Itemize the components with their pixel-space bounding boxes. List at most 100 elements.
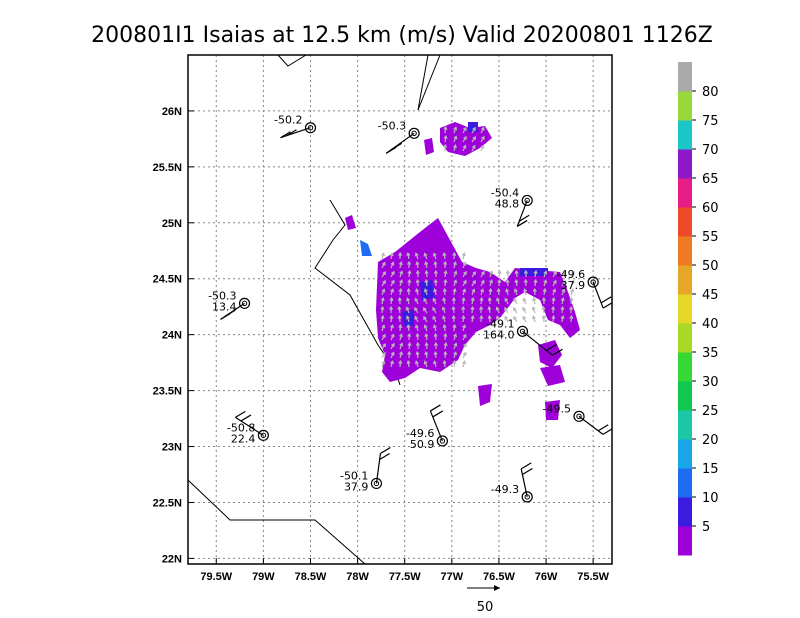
wind-vector-head	[463, 135, 467, 140]
wind-vector-head	[495, 306, 500, 311]
observations: -50.2 -50.3-50.448.8-49.637.9-50.313.4-49…	[208, 114, 599, 503]
colorbar-segment	[678, 178, 692, 208]
colorbar-tick-label: 80	[702, 85, 719, 100]
colorbar-segment	[678, 207, 692, 237]
wind-barb-flag	[240, 414, 252, 422]
wind-vector-head	[505, 288, 510, 293]
wind-vector-head	[569, 305, 574, 310]
wind-vector-head	[512, 307, 517, 312]
wind-vector-head	[497, 269, 502, 275]
colorbar-tick-label: 55	[702, 230, 719, 245]
wind-vector-head	[433, 278, 438, 283]
wind-vector-head	[390, 288, 395, 293]
wind-vector-head	[443, 143, 448, 148]
wind-vector-head	[415, 341, 420, 346]
wind-barb-staff	[592, 281, 604, 309]
station-marker	[516, 325, 529, 337]
wind-vector-head	[522, 315, 527, 320]
wind-vector-head	[463, 270, 467, 275]
station-marker	[408, 127, 420, 139]
wind-vector-head	[424, 350, 429, 356]
wind-vector-head	[462, 360, 467, 365]
colorbar-tick-label: 60	[702, 201, 719, 216]
wind-vector-head	[488, 287, 493, 293]
wind-vector-head	[481, 135, 485, 140]
x-tick-label: 76W	[535, 571, 558, 583]
wind-vector-head	[487, 314, 492, 320]
wind-vector-head	[523, 269, 528, 274]
wind-vector-head	[452, 287, 457, 293]
wind-vector-head	[382, 279, 386, 284]
station-marker-inner	[439, 438, 446, 444]
wind-vector-head	[382, 343, 387, 348]
colorbar-segment	[678, 526, 692, 556]
colorbar-tick-label: 10	[702, 491, 719, 506]
colorbar-segment	[678, 323, 692, 353]
wind-vector-head	[407, 332, 412, 337]
observation-label: -49.5	[543, 402, 571, 415]
shade-blue-1	[420, 280, 435, 300]
station-marker-inner	[576, 413, 582, 420]
wind-vector-head	[432, 315, 437, 320]
wind-vector-head	[560, 296, 565, 302]
wind-vector-head	[470, 305, 475, 310]
station-marker	[304, 122, 317, 134]
observation-label: -50.3	[208, 289, 236, 302]
wind-vector-head	[406, 323, 411, 329]
wind-vector-head	[433, 332, 438, 338]
wind-vector-head	[453, 333, 458, 338]
wind-vector-head	[495, 297, 500, 302]
wind-vector-head	[453, 351, 458, 356]
wind-vector-head	[487, 305, 492, 311]
wind-vector-head	[452, 359, 457, 365]
wind-vector-head	[543, 270, 548, 275]
wind-vector-head	[406, 251, 411, 257]
y-tick-label: 23N	[162, 442, 182, 454]
wind-vector-head	[453, 135, 458, 140]
wind-vector-head	[415, 332, 420, 338]
colorbar-tick-label: 50	[702, 259, 719, 274]
wind-vector-head	[391, 342, 395, 347]
wind-vector-head	[406, 287, 411, 292]
wind-vector-head	[462, 288, 467, 293]
wind-vector-head	[424, 341, 429, 346]
wind-barb-flag	[522, 467, 533, 475]
colorbar-segment	[678, 236, 692, 266]
wind-vector-head	[513, 288, 518, 293]
observation-label: -49.6	[557, 268, 585, 281]
wind-vector-head	[532, 287, 537, 292]
colorbar-tick-label: 45	[702, 288, 719, 303]
wind-vector-head	[442, 251, 447, 257]
wind-vector-head	[406, 359, 411, 365]
wind-vector-head	[453, 126, 458, 131]
wind-barb-flag	[225, 309, 236, 317]
wind-vector-head	[414, 360, 419, 365]
shade-south	[478, 384, 492, 406]
wind-barb-flag	[280, 131, 291, 139]
map-area	[188, 55, 612, 564]
wind-barb-flag	[379, 452, 390, 460]
wind-vector-head	[390, 261, 395, 266]
wind-vector-head	[514, 278, 519, 284]
wind-vector-head	[423, 297, 428, 302]
wind-vector-head	[382, 333, 386, 338]
station-marker	[238, 297, 251, 309]
wind-vector-head	[415, 278, 420, 283]
station-marker	[370, 477, 383, 490]
y-tick-label: 25N	[162, 218, 182, 230]
wind-vector-head	[390, 351, 395, 356]
observation-label: -49.1	[486, 317, 514, 330]
wind-vector-head	[414, 297, 419, 302]
wind-vector-head	[553, 270, 557, 275]
wind-vector-head	[424, 278, 429, 284]
wind-vector-head	[381, 252, 386, 257]
wind-vector-head	[398, 251, 403, 256]
station-marker-inner	[411, 130, 417, 137]
wind-vector-head	[560, 305, 565, 310]
wind-vector-head	[399, 279, 404, 284]
station-marker-inner	[524, 494, 530, 500]
wind-vector-head	[441, 315, 446, 320]
wind-vector-head	[389, 314, 394, 319]
wind-vector-head	[399, 351, 403, 356]
y-tick-label: 26N	[162, 106, 182, 118]
